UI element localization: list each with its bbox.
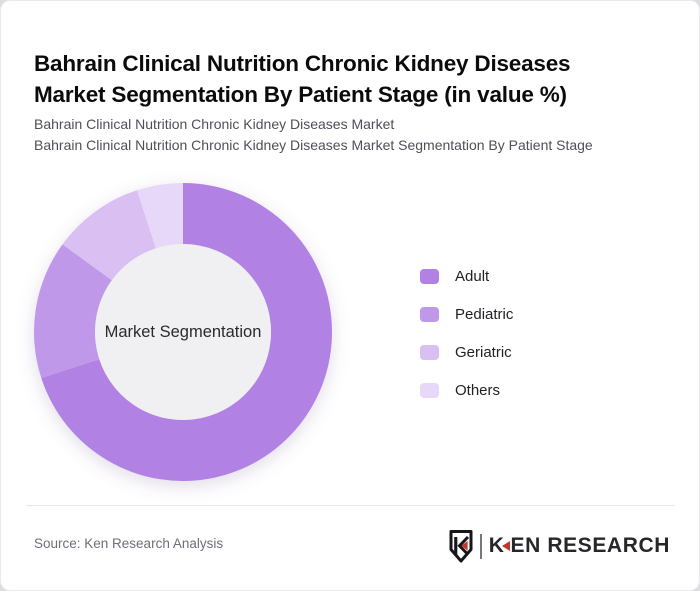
brand-logo: K EN RESEARCH [449,528,670,564]
chart-subtitles: Bahrain Clinical Nutrition Chronic Kidne… [34,114,674,156]
legend-item-adult[interactable]: Adult [420,257,513,295]
legend-item-geriatric[interactable]: Geriatric [420,333,513,371]
subtitle-line-2: Bahrain Clinical Nutrition Chronic Kidne… [34,137,593,153]
donut-center-label: Market Segmentation [104,323,262,341]
donut-segment-adult[interactable] [41,183,332,481]
legend-swatch [420,344,439,360]
legend-swatch [420,268,439,284]
source-text: Source: Ken Research Analysis [34,536,224,551]
donut-segment-others[interactable] [136,183,183,249]
legend-item-pediatric[interactable]: Pediatric [420,295,513,333]
legend-label: Others [455,381,501,399]
brand-red-triangle-icon [501,541,510,551]
donut-inner-circle [95,244,271,420]
subtitle-line-1: Bahrain Clinical Nutrition Chronic Kidne… [34,116,395,132]
brand-rest: EN RESEARCH [510,534,670,557]
legend-item-others[interactable]: Others [420,371,513,409]
brand-wordmark: K EN RESEARCH [489,534,670,558]
brand-k: K [488,534,505,557]
brand-separator [479,533,482,559]
donut-segment-geriatric[interactable] [62,190,156,281]
legend-label: Adult [455,267,490,285]
donut-chart [34,183,332,481]
legend-label: Geriatric [455,343,512,361]
legend-label: Pediatric [455,305,514,323]
page-title: Bahrain Clinical Nutrition Chronic Kidne… [34,51,571,108]
legend: Adult Pediatric Geriatric Others [420,257,513,409]
donut-segment-pediatric[interactable] [34,244,112,379]
legend-swatch [420,382,439,398]
footer-divider [26,505,674,506]
legend-swatch [420,306,439,322]
ken-research-shield-icon [449,529,473,562]
